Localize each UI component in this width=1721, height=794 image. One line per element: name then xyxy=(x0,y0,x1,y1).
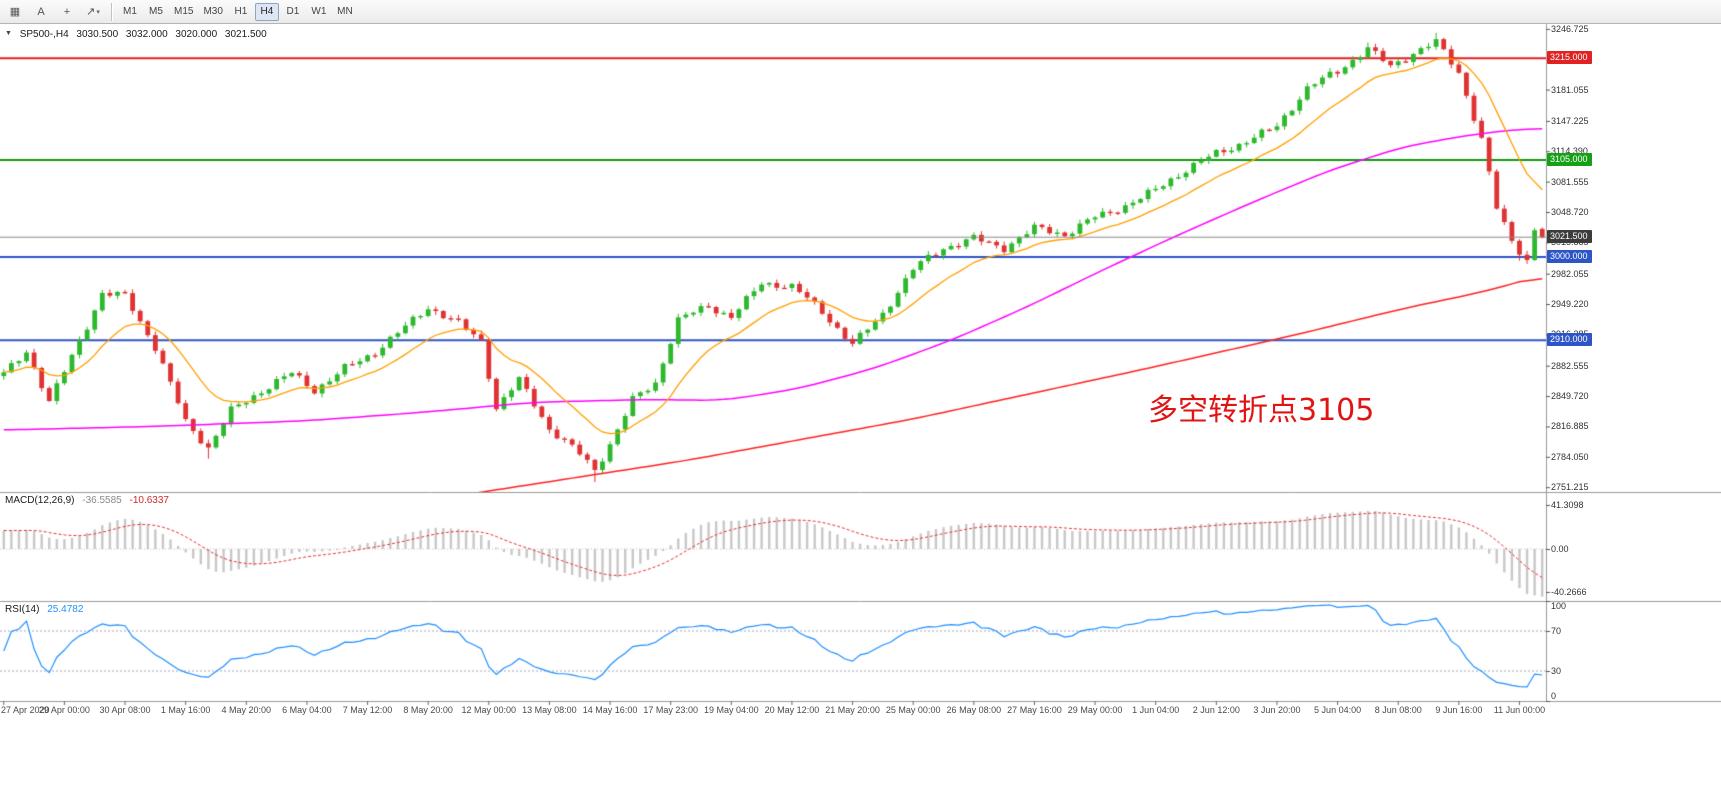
timeframe-m5-button[interactable]: M5 xyxy=(149,6,163,17)
charts-tool-button[interactable]: ▦ xyxy=(3,1,27,23)
macd-signal-value: -10.6337 xyxy=(129,495,169,506)
time-axis-label: 8 Jun 08:00 xyxy=(1374,705,1422,715)
price-axis-label: 3181.055 xyxy=(1551,84,1589,95)
time-axis-label: 29 Apr 00:00 xyxy=(38,705,90,715)
rsi-axis-label: 100 xyxy=(1551,601,1567,611)
time-axis-label: 6 May 04:00 xyxy=(282,705,332,715)
price-axis[interactable]: 3246.725 3181.055 3147.225 3114.390 3081.555… xyxy=(1547,0,1721,794)
time-axis-label: 8 May 20:00 xyxy=(403,705,453,715)
price-axis-label: 2816.885 xyxy=(1551,421,1589,432)
price-axis-label: 2949.220 xyxy=(1551,299,1589,310)
price-axis-label: 3114.390 xyxy=(1551,146,1588,157)
price-tag: 3000.000 xyxy=(1547,250,1592,264)
ohlc-low: 3020.000 xyxy=(175,29,218,40)
price-axis-label: 3081.555 xyxy=(1551,176,1589,187)
time-axis-label: 25 May 00:00 xyxy=(885,705,941,715)
time-axis-label: 1 May 16:00 xyxy=(160,705,211,715)
price-axis-label: 2751.215 xyxy=(1551,482,1589,493)
price-axis-label: 3147.225 xyxy=(1551,115,1589,126)
time-axis-label: 19 May 04:00 xyxy=(704,705,759,715)
rsi-label: RSI(14) xyxy=(5,604,40,615)
time-axis[interactable]: 27 Apr 2020 29 Apr 00:00 30 Apr 08:00 1 May… xyxy=(0,703,1546,719)
time-axis-label: 11 Jun 00:00 xyxy=(1493,705,1546,715)
timeframe-m15-button[interactable]: M15 xyxy=(174,6,194,17)
time-axis-label: 14 May 16:00 xyxy=(582,705,638,715)
toolbar: ▦ A + ↗ ▾ M1 M5 M15 M30 H1 H4 D1 W1 MN xyxy=(0,0,1721,24)
crosshair-icon: + xyxy=(63,5,71,18)
toolbar-separator xyxy=(111,2,112,21)
timeframe-group: M1 M5 M15 M30 H1 H4 D1 W1 MN xyxy=(117,2,358,21)
timeframe-d1-button[interactable]: D1 xyxy=(286,6,300,17)
price-axis-label: 2982.055 xyxy=(1551,268,1589,279)
chevron-down-icon: ▾ xyxy=(96,8,100,16)
macd-label: MACD(12,26,9) xyxy=(5,495,75,506)
price-axis-label: 2882.555 xyxy=(1551,360,1589,371)
time-axis-label: 26 May 08:00 xyxy=(946,705,1002,715)
macd-axis-label: -40.2666 xyxy=(1551,586,1587,597)
macd-axis-label: 41.3098 xyxy=(1551,499,1584,510)
macd-main-value: -36.5585 xyxy=(82,495,122,506)
price-axis-label: 3246.725 xyxy=(1551,23,1589,34)
timeframe-m1-button[interactable]: M1 xyxy=(123,6,137,17)
rsi-header: RSI(14) 25.4782 xyxy=(5,604,84,615)
time-axis-label: 27 May 16:00 xyxy=(1007,705,1062,715)
time-axis-label: 29 May 00:00 xyxy=(1067,705,1123,715)
rsi-axis-label: 70 xyxy=(1551,626,1562,636)
time-axis-label: 21 May 20:00 xyxy=(825,705,880,715)
symbol-name: SP500-,H4 xyxy=(19,29,69,40)
crosshair-tool-button[interactable]: + xyxy=(55,1,79,23)
timeframe-w1-button[interactable]: W1 xyxy=(311,6,327,17)
timeframe-mn-button[interactable]: MN xyxy=(337,6,353,17)
macd-header: MACD(12,26,9) -36.5585 -10.6337 xyxy=(5,495,170,506)
time-axis-label: 9 Jun 16:00 xyxy=(1435,705,1483,715)
charts-icon: ▦ xyxy=(9,6,21,18)
text-tool-icon: A xyxy=(37,5,45,18)
time-axis-label: 5 Jun 04:00 xyxy=(1314,705,1362,715)
time-axis-label: 17 May 23:00 xyxy=(643,705,698,715)
price-tag: 3021.500 xyxy=(1547,230,1592,244)
timeframe-h4-button[interactable]: H4 xyxy=(254,2,279,21)
price-axis-label: 2784.050 xyxy=(1551,451,1589,462)
time-axis-label: 7 May 12:00 xyxy=(342,705,393,715)
ohlc-high: 3032.000 xyxy=(125,29,168,40)
price-tag: 3105.000 xyxy=(1547,152,1592,166)
rsi-axis-label: 30 xyxy=(1551,666,1562,676)
time-axis-label: 30 Apr 08:00 xyxy=(99,705,151,715)
ohlc-close: 3021.500 xyxy=(224,29,267,40)
ohlc-open: 3030.500 xyxy=(76,29,119,40)
objects-tool-button[interactable]: ↗ ▾ xyxy=(81,1,105,23)
timeframe-m30-button[interactable]: M30 xyxy=(203,6,223,17)
time-axis-label: 20 May 12:00 xyxy=(764,705,820,715)
time-axis-label: 2 Jun 12:00 xyxy=(1192,705,1240,715)
time-axis-label: 12 May 00:00 xyxy=(461,705,517,715)
price-axis-label: 2849.720 xyxy=(1551,391,1589,402)
price-tag: 2910.000 xyxy=(1547,333,1592,347)
macd-axis-label: 0.00 xyxy=(1551,544,1569,554)
price-axis-label: 3048.720 xyxy=(1551,207,1589,217)
rsi-value: 25.4782 xyxy=(47,604,84,615)
time-axis-label: 3 Jun 20:00 xyxy=(1253,705,1301,715)
symbol-ohlc-readout: ▼ SP500-,H4 3030.500 3032.000 3020.000 3… xyxy=(5,29,268,40)
symbol-dropdown-icon[interactable]: ▼ xyxy=(5,30,12,37)
time-axis-label: 1 Jun 04:00 xyxy=(1132,705,1180,715)
time-axis-label: 27 Apr 2020 xyxy=(1,705,50,715)
rsi-axis-label: 0 xyxy=(1551,691,1557,701)
text-tool-button[interactable]: A xyxy=(29,1,53,23)
price-tag: 3215.000 xyxy=(1547,51,1592,65)
objects-icon: ↗ xyxy=(86,6,96,18)
timeframe-h1-button[interactable]: H1 xyxy=(234,6,248,17)
time-axis-label: 13 May 08:00 xyxy=(522,705,577,715)
chart-annotation-text[interactable]: 多空转折点3105 xyxy=(1148,393,1375,428)
time-axis-label: 4 May 20:00 xyxy=(221,705,272,715)
